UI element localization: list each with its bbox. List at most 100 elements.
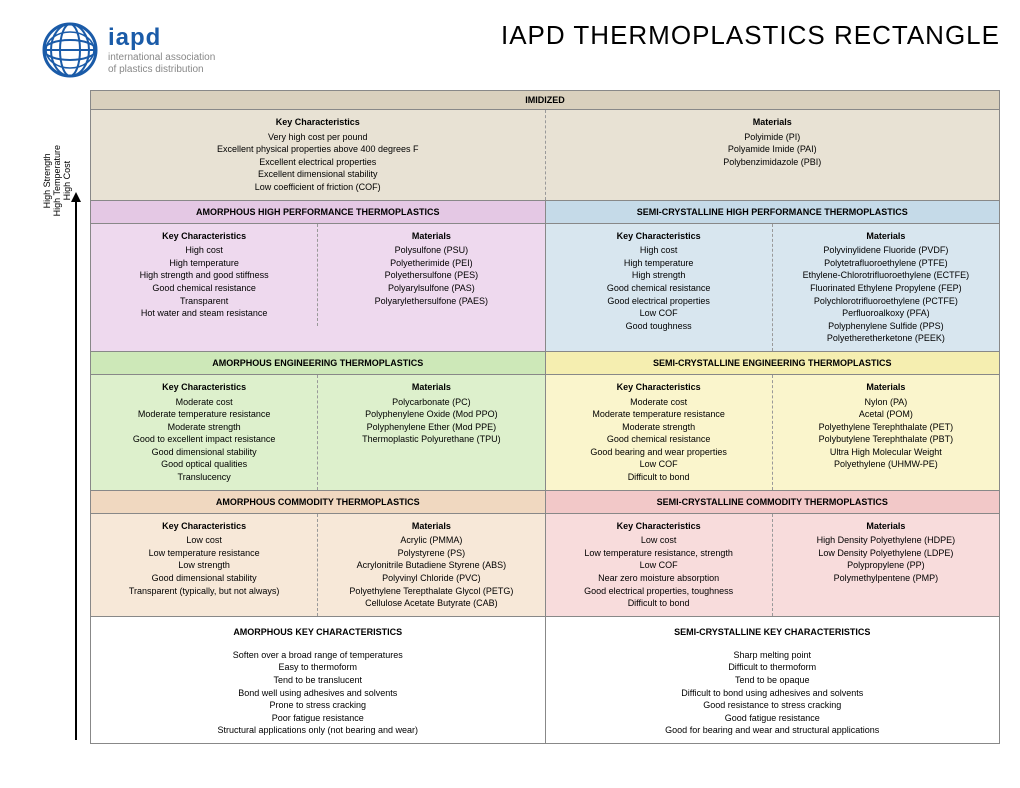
list-item: Excellent physical properties above 400 … bbox=[99, 143, 537, 156]
list-item: Structural applications only (not bearin… bbox=[111, 724, 525, 737]
com-right-chars: Low costLow temperature resistance, stre… bbox=[554, 534, 764, 610]
logo-block: iapd international association of plasti… bbox=[40, 20, 215, 80]
list-item: Low temperature resistance, strength bbox=[554, 547, 764, 560]
list-item: Very high cost per pound bbox=[99, 131, 537, 144]
col-title-mats: Materials bbox=[326, 381, 536, 394]
list-item: Transparent bbox=[99, 295, 309, 308]
list-item: Good dimensional stability bbox=[99, 446, 309, 459]
list-item: Moderate temperature resistance bbox=[99, 408, 309, 421]
list-item: Polyphenylene Oxide (Mod PPO) bbox=[326, 408, 536, 421]
list-item: Excellent electrical properties bbox=[99, 156, 537, 169]
list-item: Low strength bbox=[99, 559, 309, 572]
list-item: High temperature bbox=[99, 257, 309, 270]
list-item: Difficult to thermoform bbox=[566, 661, 980, 674]
eng-left-mats: Polycarbonate (PC)Polyphenylene Oxide (M… bbox=[326, 396, 536, 446]
list-item: Low coefficient of friction (COF) bbox=[99, 181, 537, 194]
eng-left-chars: Moderate costModerate temperature resist… bbox=[99, 396, 309, 484]
com-header-row: AMORPHOUS COMMODITY THERMOPLASTICS SEMI-… bbox=[91, 491, 999, 514]
col-title-mats: Materials bbox=[781, 520, 991, 533]
logo-sub1: international association bbox=[108, 52, 215, 64]
list-item: Perfluoroalkoxy (PFA) bbox=[781, 307, 991, 320]
com-right-mats: High Density Polyethylene (HDPE)Low Dens… bbox=[781, 534, 991, 584]
list-item: Poor fatigue resistance bbox=[111, 712, 525, 725]
list-item: Moderate temperature resistance bbox=[554, 408, 764, 421]
list-item: Good bearing and wear properties bbox=[554, 446, 764, 459]
col-title-chars: Key Characteristics bbox=[99, 230, 309, 243]
list-item: Good for bearing and wear and structural… bbox=[566, 724, 980, 737]
com-body-row: Key CharacteristicsLow costLow temperatu… bbox=[91, 514, 999, 617]
list-item: Tend to be opaque bbox=[566, 674, 980, 687]
hp-right-mats: Polyvinylidene Fluoride (PVDF)Polytetraf… bbox=[781, 244, 991, 345]
logo-sub2: of plastics distribution bbox=[108, 64, 215, 76]
imidized-mat-title: Materials bbox=[554, 116, 992, 129]
vertical-axis-labels: High Strength High Temperature High Cost bbox=[42, 145, 72, 216]
list-item: Moderate cost bbox=[99, 396, 309, 409]
com-left-chars: Low costLow temperature resistanceLow st… bbox=[99, 534, 309, 597]
list-item: Polyarylsulfone (PAS) bbox=[326, 282, 536, 295]
eng-body-row: Key CharacteristicsModerate costModerate… bbox=[91, 375, 999, 491]
list-item: Good chemical resistance bbox=[554, 433, 764, 446]
col-title-chars: Key Characteristics bbox=[554, 520, 764, 533]
list-item: Hot water and steam resistance bbox=[99, 307, 309, 320]
col-title-chars: Key Characteristics bbox=[554, 381, 764, 394]
imidized-mats: Polyimide (PI)Polyamide Imide (PAI)Polyb… bbox=[554, 131, 992, 169]
globe-icon bbox=[40, 20, 100, 80]
list-item: Polyphenylene Sulfide (PPS) bbox=[781, 320, 991, 333]
list-item: High strength bbox=[554, 269, 764, 282]
semi-eng-header: SEMI-CRYSTALLINE ENGINEERING THERMOPLAST… bbox=[546, 352, 1000, 374]
list-item: Good dimensional stability bbox=[99, 572, 309, 585]
list-item: Polyamide Imide (PAI) bbox=[554, 143, 992, 156]
imidized-body: Key Characteristics Very high cost per p… bbox=[91, 110, 999, 201]
list-item: Good fatigue resistance bbox=[566, 712, 980, 725]
list-item: Cellulose Acetate Butyrate (CAB) bbox=[326, 597, 536, 610]
list-item: Polyethylene (UHMW-PE) bbox=[781, 458, 991, 471]
list-item: Polysulfone (PSU) bbox=[326, 244, 536, 257]
vert-label-0: High Strength bbox=[42, 145, 52, 216]
vert-label-2: High Cost bbox=[62, 145, 72, 216]
list-item: Low cost bbox=[554, 534, 764, 547]
list-item: Acrylonitrile Butadiene Styrene (ABS) bbox=[326, 559, 536, 572]
list-item: Good toughness bbox=[554, 320, 764, 333]
list-item: Low COF bbox=[554, 307, 764, 320]
list-item: High cost bbox=[554, 244, 764, 257]
semi-com-header: SEMI-CRYSTALLINE COMMODITY THERMOPLASTIC… bbox=[546, 491, 1000, 513]
list-item: Acetal (POM) bbox=[781, 408, 991, 421]
list-item: Difficult to bond using adhesives and so… bbox=[566, 687, 980, 700]
list-item: High Density Polyethylene (HDPE) bbox=[781, 534, 991, 547]
list-item: Difficult to bond bbox=[554, 597, 764, 610]
semi-key-header: SEMI-CRYSTALLINE KEY CHARACTERISTICS bbox=[546, 617, 1000, 643]
list-item: Good electrical properties, toughness bbox=[554, 585, 764, 598]
list-item: Sharp melting point bbox=[566, 649, 980, 662]
list-item: Polybenzimidazole (PBI) bbox=[554, 156, 992, 169]
list-item: Polycarbonate (PC) bbox=[326, 396, 536, 409]
list-item: Polyetherimide (PEI) bbox=[326, 257, 536, 270]
page-title: IAPD THERMOPLASTICS RECTANGLE bbox=[501, 20, 1000, 51]
hp-body-row: Key CharacteristicsHigh costHigh tempera… bbox=[91, 224, 999, 352]
list-item: High temperature bbox=[554, 257, 764, 270]
list-item: Polyethersulfone (PES) bbox=[326, 269, 536, 282]
list-item: Low temperature resistance bbox=[99, 547, 309, 560]
list-item: Near zero moisture absorption bbox=[554, 572, 764, 585]
list-item: Good resistance to stress cracking bbox=[566, 699, 980, 712]
hp-left-chars: High costHigh temperatureHigh strength a… bbox=[99, 244, 309, 320]
list-item: Polyethylene Terepthalate Glycol (PETG) bbox=[326, 585, 536, 598]
semi-key-list: Sharp melting pointDifficult to thermofo… bbox=[546, 643, 1000, 743]
amorph-eng-header: AMORPHOUS ENGINEERING THERMOPLASTICS bbox=[91, 352, 545, 374]
vertical-arrow bbox=[75, 200, 77, 740]
list-item: Bond well using adhesives and solvents bbox=[111, 687, 525, 700]
amorph-key-header: AMORPHOUS KEY CHARACTERISTICS bbox=[91, 617, 545, 643]
list-item: Polypropylene (PP) bbox=[781, 559, 991, 572]
list-item: Soften over a broad range of temperature… bbox=[111, 649, 525, 662]
list-item: High strength and good stiffness bbox=[99, 269, 309, 282]
amorph-key-list: Soften over a broad range of temperature… bbox=[91, 643, 545, 743]
list-item: Polyimide (PI) bbox=[554, 131, 992, 144]
bottom-keys-row: AMORPHOUS KEY CHARACTERISTICS Soften ove… bbox=[91, 617, 999, 743]
list-item: Difficult to bond bbox=[554, 471, 764, 484]
list-item: Polyphenylene Ether (Mod PPE) bbox=[326, 421, 536, 434]
list-item: Excellent dimensional stability bbox=[99, 168, 537, 181]
hp-left-mats: Polysulfone (PSU)Polyetherimide (PEI)Pol… bbox=[326, 244, 536, 307]
list-item: Good to excellent impact resistance bbox=[99, 433, 309, 446]
list-item: Prone to stress cracking bbox=[111, 699, 525, 712]
logo-main: iapd bbox=[108, 24, 215, 52]
col-title-chars: Key Characteristics bbox=[99, 381, 309, 394]
